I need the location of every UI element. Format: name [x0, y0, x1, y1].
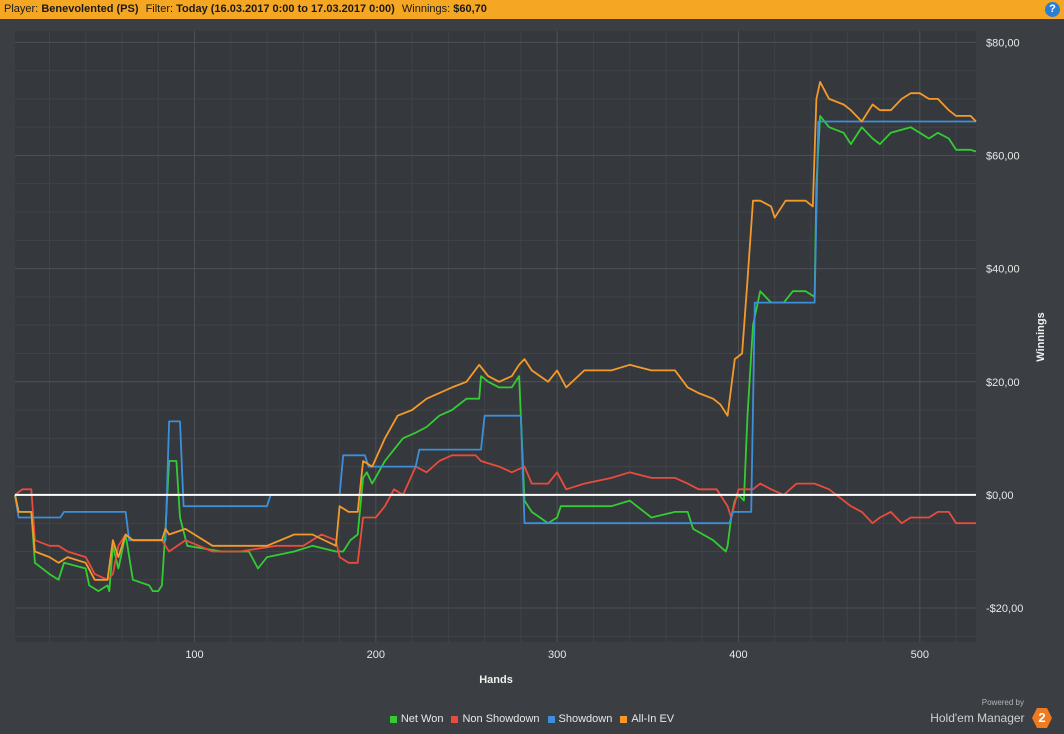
- series-line-showdown: [14, 120, 976, 542]
- y-tick-label: $0,00: [986, 490, 1014, 502]
- major-grid: [15, 31, 976, 642]
- header-bar: Player: Benevolented (PS) Filter: Today …: [0, 0, 1064, 19]
- legend-item-non-showdown[interactable]: Non Showdown: [451, 713, 540, 725]
- legend-label: Net Won: [400, 713, 444, 725]
- x-axis-ticks: 100 200 300 400 500: [185, 649, 929, 661]
- hm2-logo-icon: 2: [1032, 708, 1052, 728]
- winnings-label: Winnings:: [401, 3, 451, 15]
- x-tick-label: 300: [548, 649, 566, 661]
- legend-swatch: [547, 715, 555, 723]
- series-line-all-in-ev: [14, 81, 977, 581]
- legend-item-all-in-ev[interactable]: All-In EV: [620, 713, 674, 725]
- filter-value[interactable]: Today (16.03.2017 0:00 to 17.03.2017 0:0…: [176, 3, 395, 15]
- help-icon[interactable]: ?: [1045, 2, 1060, 17]
- legend-label: Non Showdown: [462, 713, 540, 725]
- player-value: Benevolented (PS): [41, 3, 139, 15]
- series-layer: [14, 81, 977, 592]
- winnings-chart: 100 200 300 400 500 -$20,00 $0,00 $20,00 $40,00…: [14, 31, 1047, 686]
- y-tick-label: $80,00: [986, 37, 1020, 49]
- y-tick-label: $20,00: [986, 377, 1020, 389]
- legend: Net Won Non Showdown Showdown All-In EV: [0, 713, 1064, 725]
- legend-swatch: [451, 715, 459, 723]
- y-tick-label: $40,00: [986, 264, 1020, 276]
- legend-item-net-won[interactable]: Net Won: [389, 713, 444, 725]
- legend-item-showdown[interactable]: Showdown: [547, 713, 613, 725]
- legend-swatch: [389, 715, 397, 723]
- y-axis-label: Winnings: [1035, 312, 1047, 361]
- powered-by-text: Powered by: [981, 698, 1024, 707]
- brand: Powered by Hold'em Manager 2: [930, 698, 1052, 728]
- y-tick-label: -$20,00: [986, 603, 1023, 615]
- filter-label: Filter:: [145, 3, 174, 15]
- winnings-value: $60,70: [453, 3, 487, 15]
- player-label: Player:: [4, 3, 39, 15]
- x-tick-label: 100: [185, 649, 203, 661]
- x-tick-label: 400: [729, 649, 747, 661]
- x-tick-label: 500: [911, 649, 929, 661]
- legend-label: All-In EV: [631, 713, 675, 725]
- y-tick-label: $60,00: [986, 150, 1020, 162]
- x-tick-label: 200: [367, 649, 385, 661]
- plot-area: [15, 31, 976, 642]
- legend-label: Showdown: [558, 713, 613, 725]
- brand-name: Hold'em Manager: [930, 711, 1025, 725]
- legend-swatch: [620, 715, 628, 723]
- y-axis-ticks: -$20,00 $0,00 $20,00 $40,00 $60,00 $80,00: [986, 37, 1023, 615]
- x-axis-label: Hands: [479, 674, 513, 686]
